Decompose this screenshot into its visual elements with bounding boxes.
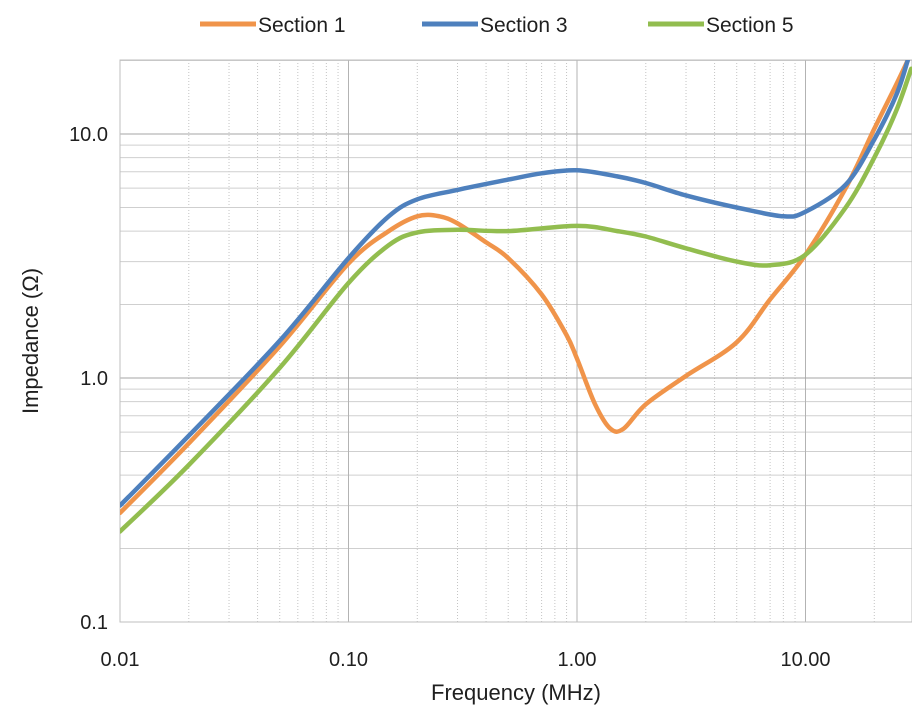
x-tick-label: 0.10 — [329, 649, 368, 671]
major-gridlines — [119, 60, 912, 623]
x-tick-label: 1.00 — [558, 649, 597, 671]
y-tick-label: 1.0 — [80, 368, 108, 390]
y-tick-label: 0.1 — [80, 612, 108, 634]
x-axis-title: Frequency (MHz) — [431, 680, 601, 705]
plot-area-border — [119, 59, 912, 623]
y-tick-label: 10.0 — [69, 124, 108, 146]
x-tick-labels: 0.01 0.10 1.00 10.00 — [101, 649, 831, 671]
y-axis-title: Impedance (Ω) — [18, 268, 43, 414]
legend-label-3: Section 5 — [706, 14, 794, 37]
legend: Section 1 Section 3 Section 5 — [200, 14, 794, 37]
series-lines — [120, 60, 912, 534]
series-line-3 — [120, 66, 912, 534]
x-tick-label: 10.00 — [780, 649, 830, 671]
legend-label-1: Section 1 — [258, 14, 346, 37]
x-tick-label: 0.01 — [101, 649, 140, 671]
series-line-2 — [120, 60, 910, 508]
series-line-1 — [120, 60, 910, 516]
minor-gridlines — [120, 60, 912, 622]
y-tick-labels: 0.1 1.0 10.0 — [69, 124, 108, 634]
legend-label-2: Section 3 — [480, 14, 568, 37]
